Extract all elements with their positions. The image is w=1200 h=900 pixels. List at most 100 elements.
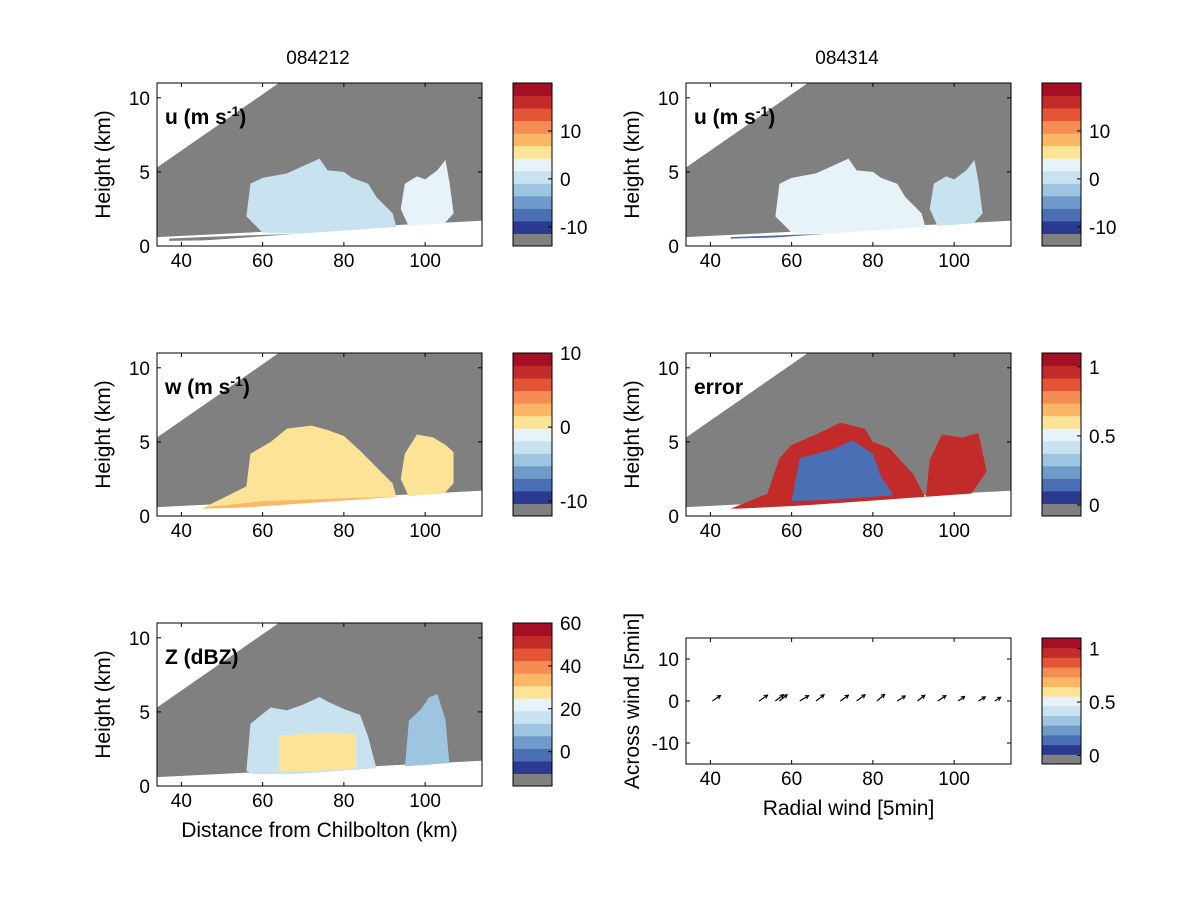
colorbar-swatch [513,415,552,429]
colorbar-swatch [513,660,552,674]
colorbar-swatch [513,83,552,97]
echo-region [925,433,987,499]
wind-arrow-head [996,696,1002,701]
colorbar-swatch [513,365,552,379]
ground-wedge [157,220,482,246]
wind-arrow [876,693,886,702]
plot-area [686,83,1011,246]
colorbar-swatch [1042,478,1081,492]
colorbar-tick-label: 0 [1089,746,1100,767]
colorbar-swatch [1042,83,1081,97]
x-tick-label: 100 [938,769,970,790]
x-tick-label: 80 [862,769,883,790]
colorbar-swatch [513,635,552,649]
colorbar-swatch [1042,95,1081,109]
colorbar-swatch [1042,378,1081,392]
colorbar-swatch [1042,390,1081,404]
wind-arrow-head [981,696,987,701]
wind-arrow-head [960,695,966,701]
colorbar-swatch [513,760,552,774]
colorbar-swatch [1042,158,1081,172]
colorbar-swatch [1042,415,1081,429]
axes-frame [156,622,483,787]
wind-arrow [917,694,926,702]
colorbar-swatch [513,453,552,467]
colorbar-swatch [513,378,552,392]
colorbar-tick-label: -10 [560,492,587,513]
colorbar-swatch [513,503,552,517]
y-tick-label: 10 [129,629,150,650]
colorbar-swatch [1042,195,1081,209]
colorbar-swatch [513,145,552,159]
colorbar-swatch [513,133,552,147]
wind-arrow [799,695,810,702]
wind-arrow-head [920,694,926,700]
echo-region [246,158,397,235]
echo-region [929,160,983,227]
colorbar-tick-label: 0 [560,170,571,191]
colorbar-swatch [513,698,552,712]
plot-background [686,638,1011,764]
y-axis-label: Height (km) [92,110,115,219]
panel-label: u (m s-1) [694,103,775,129]
colorbar-frame [512,622,553,787]
colorbar-swatch [1042,233,1081,247]
y-tick-label: 5 [668,433,679,454]
x-tick-label: 60 [781,251,802,272]
ground-wedge [686,490,1011,516]
column-title-right: 084314 [815,48,879,69]
colorbar-tick-label: 40 [560,657,581,678]
echo-region [400,434,454,497]
echo-core [201,496,397,509]
colorbar-swatch [1042,744,1081,755]
colorbar-swatch [513,748,552,762]
colorbar-swatch [1042,120,1081,134]
y-tick-label: 5 [139,703,150,724]
colorbar-tick-label: 0 [1089,496,1100,517]
colorbar-swatch [1042,428,1081,442]
y-tick-label: 0 [139,237,150,258]
colorbar-swatch [513,108,552,122]
colorbar-swatch [513,158,552,172]
plot-u-084314: 40 60 80 100 0 5 10 u (m s-1) Height (km) -10 0 10 [621,82,1116,272]
colorbar-swatch [1042,108,1081,122]
panel-label: Z (dBZ) [165,646,238,669]
colorbar-swatch [513,233,552,247]
colorbar-swatch [513,623,552,637]
colorbar-swatch [1042,490,1081,504]
y-axis-label: Height (km) [92,380,115,489]
echo-core [791,440,894,502]
colorbar-swatch [1042,676,1081,687]
colorbar-swatch [513,648,552,662]
plot-area [157,623,482,786]
plot-area [157,353,482,516]
x-tick-label: 60 [252,791,273,812]
colorbar-swatch [513,220,552,234]
plot-error-084314: 40 60 80 100 0 5 10 error Height (km) 0 0.5 1 [621,352,1115,542]
echo-core [278,732,357,772]
colorbar-tick-label: 10 [1089,122,1110,143]
colorbar-swatch [1042,503,1081,517]
colorbar-tick-label: 1 [1089,640,1100,661]
y-tick-label: 5 [139,163,150,184]
x-tick-label: 40 [700,521,721,542]
x-tick-label: 100 [409,251,441,272]
y-axis-label: Height (km) [92,650,115,759]
colorbar-swatch [513,95,552,109]
column-title-left: 084212 [286,48,349,69]
wind-arrow [712,695,721,702]
x-tick-label: 40 [171,521,192,542]
colorbar-frame [1041,637,1082,765]
colorbar-swatch [1042,170,1081,184]
x-tick-label: 40 [700,251,721,272]
colorbar-swatch [513,735,552,749]
plot-w-084212: 40 60 80 100 0 5 10 w (m s-1) Height (km) -10 0 10 [92,344,587,542]
colorbar-tick-label: 1 [1089,358,1100,379]
colorbar-swatch [1042,220,1081,234]
colorbar-tick-label: 10 [560,122,581,143]
colorbar-swatch [1042,365,1081,379]
x-tick-label: 80 [862,521,883,542]
y-tick-label: 0 [139,777,150,798]
plot-area [686,353,1011,516]
